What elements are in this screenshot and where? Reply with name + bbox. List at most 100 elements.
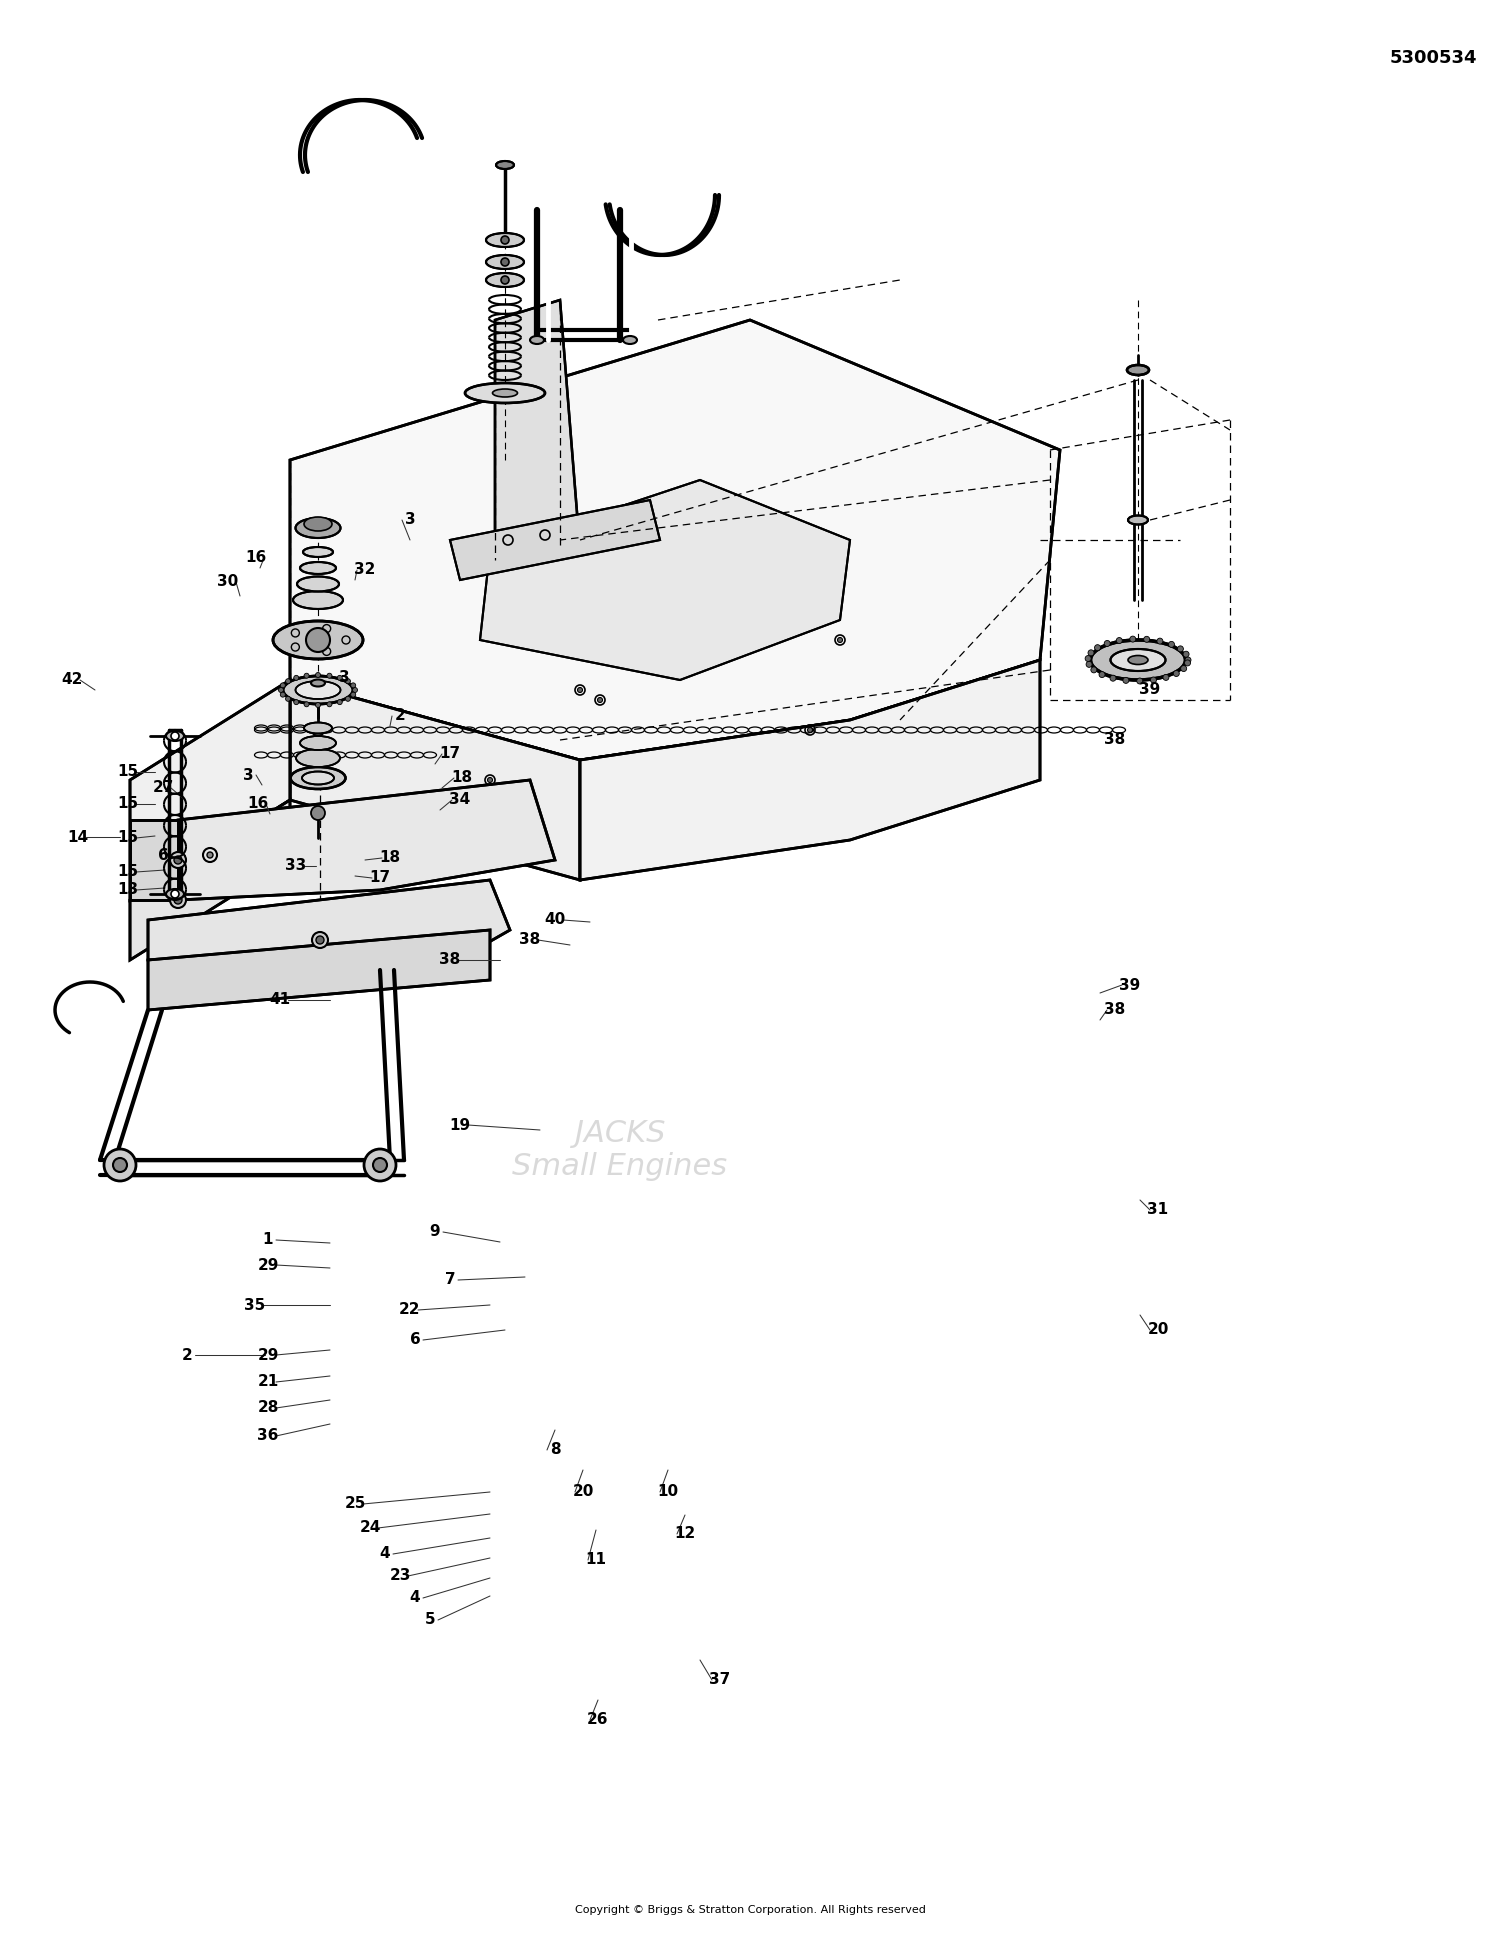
Text: 17: 17 [440, 747, 460, 762]
Circle shape [171, 890, 178, 898]
Circle shape [351, 692, 355, 698]
Text: 21: 21 [258, 1375, 279, 1390]
Text: 20: 20 [1148, 1322, 1168, 1338]
Text: 39: 39 [1119, 977, 1140, 993]
Text: 12: 12 [675, 1526, 696, 1542]
Polygon shape [130, 681, 290, 900]
Text: 36: 36 [258, 1429, 279, 1443]
Circle shape [501, 275, 509, 283]
Text: 15: 15 [117, 764, 138, 779]
Text: 5300534: 5300534 [1390, 48, 1478, 68]
Circle shape [1185, 659, 1191, 665]
Circle shape [294, 700, 298, 704]
Circle shape [207, 851, 213, 857]
Text: 28: 28 [258, 1400, 279, 1415]
Text: 18: 18 [380, 851, 400, 865]
Text: 32: 32 [354, 562, 375, 578]
Text: Copyright © Briggs & Stratton Corporation. All Rights reserved: Copyright © Briggs & Stratton Corporatio… [574, 1904, 926, 1916]
Text: 35: 35 [244, 1297, 266, 1313]
Circle shape [837, 638, 843, 642]
Text: 2: 2 [394, 708, 405, 723]
Ellipse shape [496, 161, 514, 169]
Circle shape [306, 628, 330, 652]
Circle shape [338, 675, 342, 681]
Text: 8: 8 [549, 1443, 561, 1458]
Circle shape [1178, 646, 1184, 652]
Circle shape [1143, 636, 1149, 642]
Circle shape [327, 702, 332, 708]
Polygon shape [148, 931, 490, 1010]
Text: 11: 11 [585, 1553, 606, 1567]
Circle shape [327, 673, 332, 679]
Circle shape [1173, 671, 1179, 677]
Circle shape [112, 1158, 128, 1171]
Circle shape [807, 727, 813, 733]
Circle shape [294, 675, 298, 681]
Ellipse shape [292, 591, 344, 609]
Circle shape [1084, 655, 1090, 661]
Polygon shape [480, 481, 850, 681]
Text: 29: 29 [258, 1348, 279, 1363]
Ellipse shape [530, 335, 544, 343]
Polygon shape [290, 681, 580, 880]
Circle shape [1086, 661, 1092, 667]
Text: 29: 29 [258, 1258, 279, 1272]
Polygon shape [450, 500, 660, 580]
Circle shape [1130, 636, 1136, 642]
Text: 37: 37 [710, 1673, 730, 1687]
Text: 6: 6 [158, 847, 168, 863]
Polygon shape [148, 880, 510, 970]
Circle shape [1100, 671, 1106, 677]
Circle shape [171, 733, 178, 741]
Circle shape [1184, 652, 1190, 657]
Circle shape [338, 700, 342, 704]
Circle shape [315, 702, 321, 708]
Polygon shape [495, 301, 580, 560]
Ellipse shape [486, 233, 524, 246]
Text: 20: 20 [573, 1485, 594, 1499]
Text: 17: 17 [369, 871, 390, 886]
Text: 22: 22 [399, 1303, 420, 1317]
Ellipse shape [310, 679, 326, 686]
Circle shape [104, 1150, 136, 1181]
Text: 27: 27 [153, 781, 174, 795]
Circle shape [501, 258, 509, 266]
Circle shape [170, 892, 186, 907]
Circle shape [312, 933, 328, 948]
Circle shape [1168, 642, 1174, 648]
Circle shape [501, 237, 509, 244]
Ellipse shape [1126, 365, 1149, 374]
Text: 38: 38 [1104, 1002, 1125, 1018]
Text: 38: 38 [440, 952, 460, 968]
Ellipse shape [304, 518, 332, 531]
Text: 14: 14 [68, 830, 88, 845]
Text: 15: 15 [117, 865, 138, 880]
Circle shape [174, 855, 182, 865]
Text: 19: 19 [450, 1117, 471, 1132]
Ellipse shape [465, 384, 544, 403]
Circle shape [279, 688, 284, 692]
Circle shape [578, 688, 582, 692]
Text: 40: 40 [544, 913, 566, 927]
Circle shape [345, 696, 351, 702]
Ellipse shape [622, 335, 638, 343]
Circle shape [280, 692, 285, 698]
Text: 3: 3 [243, 768, 254, 783]
Circle shape [315, 673, 321, 677]
Circle shape [1180, 665, 1186, 671]
Circle shape [285, 679, 291, 684]
Ellipse shape [302, 772, 334, 785]
Circle shape [1185, 657, 1191, 663]
Text: 31: 31 [1148, 1202, 1168, 1218]
Ellipse shape [486, 256, 524, 270]
Circle shape [1124, 677, 1130, 683]
Text: 15: 15 [117, 830, 138, 845]
Circle shape [1162, 675, 1168, 681]
Ellipse shape [486, 273, 524, 287]
Ellipse shape [303, 547, 333, 556]
Circle shape [352, 688, 357, 692]
Text: 3: 3 [339, 669, 350, 684]
Text: 26: 26 [588, 1712, 609, 1728]
Circle shape [374, 1158, 387, 1171]
Circle shape [316, 937, 324, 944]
